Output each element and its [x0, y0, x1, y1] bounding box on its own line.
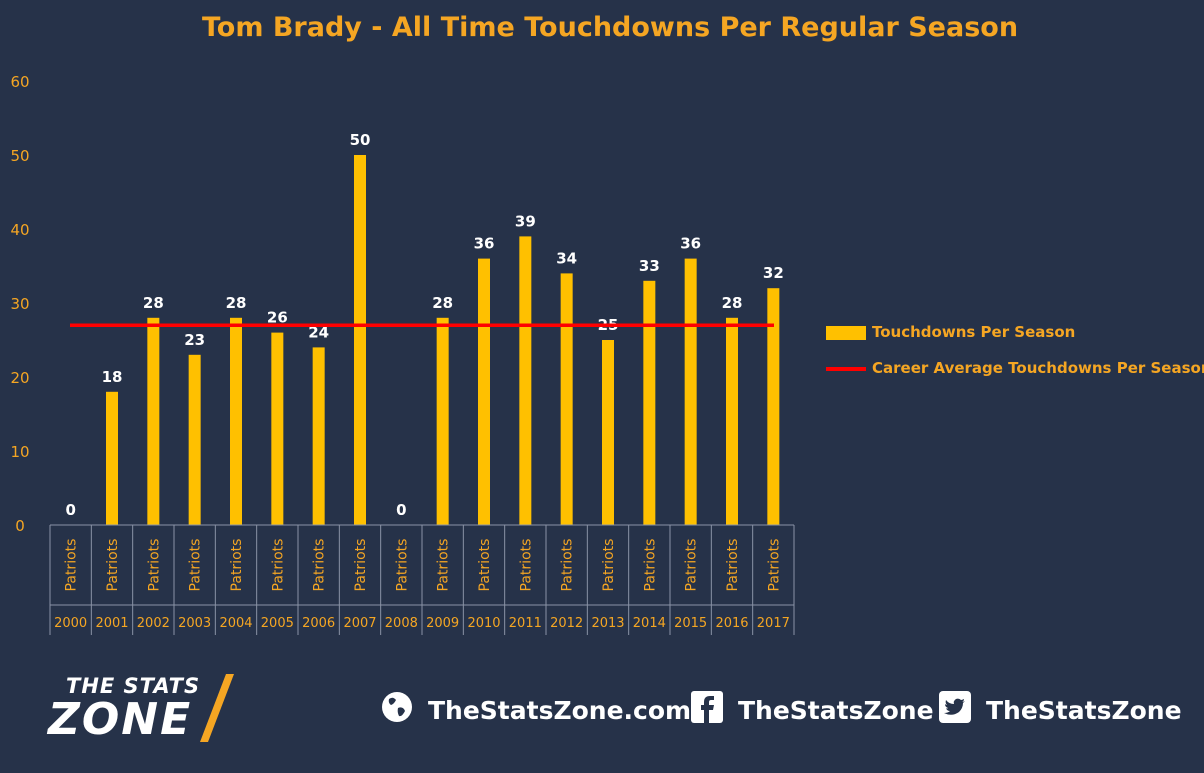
- facebook-label: TheStatsZone: [738, 695, 934, 725]
- bar-value-label: 33: [639, 257, 660, 275]
- x-year-label: 2017: [757, 616, 790, 631]
- bar-value-label: 24: [308, 323, 329, 341]
- legend-swatch-line: [826, 366, 866, 371]
- bar-value-label: 36: [680, 235, 701, 253]
- footer-twitter[interactable]: TheStatsZone: [938, 690, 1182, 730]
- website-label: TheStatsZone.com: [428, 695, 692, 725]
- x-year-label: 2014: [633, 616, 666, 631]
- x-year-label: 2011: [509, 616, 542, 631]
- bar: [684, 258, 697, 525]
- bar: [519, 236, 532, 525]
- x-team-label: Patriots: [642, 539, 658, 592]
- bar: [230, 317, 242, 525]
- x-year-label: 2002: [137, 616, 170, 631]
- x-team-label: Patriots: [766, 539, 782, 592]
- bar: [354, 155, 366, 525]
- x-team-label: Patriots: [560, 539, 576, 592]
- bar-value-label: 39: [515, 212, 536, 230]
- footer-website[interactable]: TheStatsZone.com: [380, 690, 691, 730]
- x-team-label: Patriots: [312, 539, 328, 592]
- bar: [147, 317, 160, 525]
- bar-value-label: 28: [722, 294, 743, 312]
- x-year-label: 2001: [95, 616, 128, 631]
- x-year-label: 2004: [219, 616, 252, 631]
- bar: [767, 288, 780, 525]
- x-team-label: Patriots: [105, 539, 121, 592]
- x-year-label: 2016: [715, 616, 748, 631]
- twitter-label: TheStatsZone: [986, 695, 1182, 725]
- x-year-label: 2012: [550, 616, 583, 631]
- x-year-label: 2010: [467, 616, 500, 631]
- legend-label-touchdowns: Touchdowns Per Season: [872, 323, 1076, 341]
- y-tick-label: 60: [10, 73, 29, 91]
- bar-value-label: 28: [432, 294, 453, 312]
- x-team-label: Patriots: [725, 539, 741, 592]
- y-tick-label: 20: [10, 369, 29, 387]
- bar-value-label: 0: [65, 501, 75, 519]
- bar-value-label: 0: [396, 501, 406, 519]
- x-team-label: Patriots: [684, 539, 700, 592]
- x-year-label: 2003: [178, 616, 211, 631]
- x-team-label: Patriots: [394, 539, 410, 592]
- bar-value-label: 50: [350, 131, 371, 149]
- brand-logo-line1: THE STATS: [66, 674, 201, 698]
- brand-logo: THE STATS ZONE: [48, 672, 258, 745]
- x-team-label: Patriots: [270, 539, 286, 592]
- legend-item-touchdowns: Touchdowns Per Season: [826, 323, 1075, 341]
- bar-value-label: 23: [184, 331, 205, 349]
- x-team-label: Patriots: [146, 539, 162, 592]
- brand-logo-line2: ZONE: [48, 694, 193, 745]
- bar-value-label: 32: [763, 264, 784, 282]
- bar-value-label: 18: [102, 368, 123, 386]
- y-tick-label: 50: [10, 147, 29, 165]
- bar-value-label: 28: [226, 294, 247, 312]
- bar-value-label: 26: [267, 309, 288, 327]
- y-tick-label: 40: [10, 221, 29, 239]
- legend-swatch-bar: [826, 325, 866, 340]
- x-year-label: 2015: [674, 616, 707, 631]
- bar-value-label: 36: [474, 235, 495, 253]
- bar: [602, 340, 614, 525]
- bar: [436, 317, 449, 525]
- x-team-label: Patriots: [436, 539, 452, 592]
- y-tick-label: 30: [10, 295, 29, 313]
- bar-value-label: 28: [143, 294, 164, 312]
- x-team-label: Patriots: [64, 539, 80, 592]
- bar-value-label: 34: [556, 249, 577, 267]
- x-team-label: Patriots: [477, 539, 493, 592]
- brand-slash-icon: [200, 674, 234, 742]
- footer-facebook[interactable]: TheStatsZone: [690, 690, 934, 730]
- x-team-label: Patriots: [518, 539, 534, 592]
- bar: [271, 332, 284, 525]
- facebook-icon: [690, 690, 724, 730]
- x-year-label: 2009: [426, 616, 459, 631]
- bar: [312, 347, 325, 525]
- bar: [478, 258, 490, 525]
- x-year-label: 2007: [343, 616, 376, 631]
- x-team-label: Patriots: [601, 539, 617, 592]
- x-year-label: 2000: [54, 616, 87, 631]
- bar: [188, 354, 201, 525]
- chart-title: Tom Brady - All Time Touchdowns Per Regu…: [201, 12, 1019, 43]
- globe-icon: [380, 690, 414, 730]
- bar: [726, 317, 738, 525]
- x-year-label: 2013: [591, 616, 624, 631]
- x-team-label: Patriots: [353, 539, 369, 592]
- x-year-label: 2008: [385, 616, 418, 631]
- legend-item-career-average: Career Average Touchdowns Per Season: [826, 359, 1204, 377]
- bar: [560, 273, 573, 525]
- x-year-label: 2006: [302, 616, 335, 631]
- y-tick-label: 0: [15, 517, 25, 535]
- bar: [643, 280, 656, 525]
- bar: [106, 391, 118, 525]
- twitter-icon: [938, 690, 972, 730]
- x-team-label: Patriots: [188, 539, 204, 592]
- x-team-label: Patriots: [229, 539, 245, 592]
- x-year-label: 2005: [261, 616, 294, 631]
- legend-label-career-average: Career Average Touchdowns Per Season: [872, 359, 1204, 377]
- y-tick-label: 10: [10, 443, 29, 461]
